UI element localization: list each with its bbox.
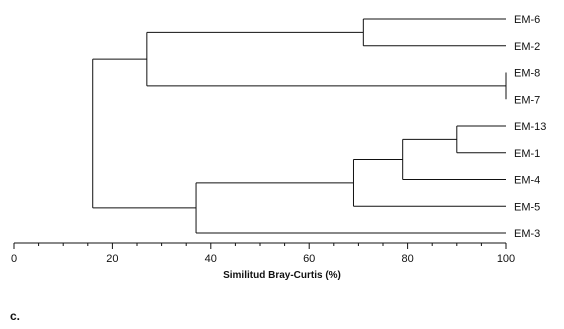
x-tick-label: 0 [11,253,17,265]
x-tick-label: 20 [106,253,118,265]
leaf-label-em-2: EM-2 [514,41,540,53]
leaf-label-em-3: EM-3 [514,228,540,240]
x-tick-label: 100 [497,253,515,265]
leaf-label-em-8: EM-8 [514,68,540,80]
leaf-label-em-5: EM-5 [514,201,540,213]
x-tick-label: 60 [303,253,315,265]
x-tick-label: 80 [401,253,413,265]
x-axis-label: Similitud Bray-Curtis (%) [223,270,341,281]
leaf-label-em-7: EM-7 [514,94,540,106]
leaf-labels: EM-6 EM-2 EM-8 EM-7 EM-13 EM-1 EM-4 EM-5 EM-3 [514,14,546,240]
leaf-label-em-1: EM-1 [514,148,540,160]
panel-letter: c. [10,309,21,323]
dendrogram-branches [92,18,507,234]
leaf-label-em-4: EM-4 [514,175,540,187]
x-axis: 0 20 40 60 80 100 [11,242,515,265]
x-tick-label: 40 [205,253,217,265]
leaf-label-em-6: EM-6 [514,14,540,26]
leaf-label-em-13: EM-13 [514,121,546,133]
